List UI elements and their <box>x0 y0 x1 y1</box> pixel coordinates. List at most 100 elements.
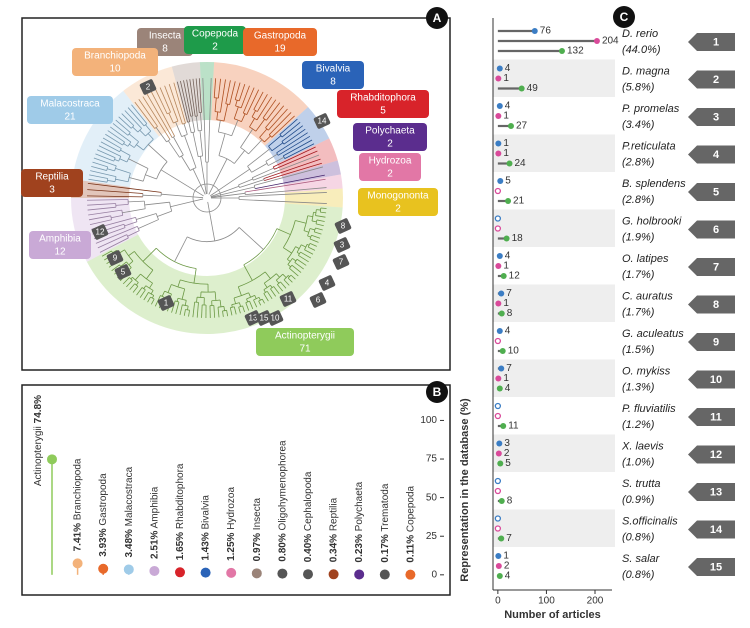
lollipop-dot <box>500 423 507 429</box>
branch <box>183 123 188 135</box>
species-share: (1.0%) <box>622 456 655 468</box>
tree-marker-label: 6 <box>316 296 321 305</box>
branch <box>242 305 245 313</box>
panel-badge <box>426 7 448 29</box>
rank-tag <box>688 183 735 201</box>
branch <box>139 129 146 137</box>
clade-sector <box>284 188 343 208</box>
branch <box>199 156 206 185</box>
branch <box>88 178 108 183</box>
branch <box>266 291 273 300</box>
branch <box>97 234 128 249</box>
branch <box>188 310 190 317</box>
branch <box>149 282 153 289</box>
branch <box>281 125 304 142</box>
branch <box>106 178 109 183</box>
category-label: 1.65% Rhabditophora <box>175 463 186 560</box>
clade-name: Branchiopoda <box>84 51 146 62</box>
branch <box>134 283 139 287</box>
branch <box>320 207 327 209</box>
species-share: (2.8%) <box>622 156 655 168</box>
value-label: 12 <box>509 271 521 282</box>
lollipop-dot <box>494 402 502 410</box>
species-name: S. salar <box>622 553 661 565</box>
branch <box>122 208 146 214</box>
branch <box>145 124 152 132</box>
clade-label-box <box>359 153 421 181</box>
branch <box>126 261 132 268</box>
branch <box>115 168 131 174</box>
branch <box>290 274 296 280</box>
branch <box>268 108 288 131</box>
category-name: Rhabditophora <box>175 463 186 529</box>
branch <box>279 134 283 138</box>
branch <box>176 298 179 302</box>
branch <box>276 132 308 154</box>
branch <box>253 91 264 110</box>
species-share: (1.2%) <box>622 419 655 431</box>
rank-tag <box>688 408 735 426</box>
value-label: 0.97% <box>251 533 262 561</box>
branch <box>277 135 311 156</box>
branch <box>180 80 191 122</box>
branch <box>207 201 210 212</box>
branch <box>245 302 250 311</box>
branch <box>231 304 233 308</box>
clade-label-box <box>353 123 427 151</box>
branch <box>219 299 222 307</box>
branch <box>128 251 135 257</box>
branch <box>238 83 246 102</box>
branch <box>281 141 285 145</box>
branch <box>284 143 315 159</box>
value-label: 1.25% <box>226 532 237 560</box>
branch <box>287 246 296 260</box>
value-label: 2 <box>504 561 510 572</box>
branch <box>196 297 198 303</box>
branch <box>314 231 322 235</box>
branch <box>181 155 191 171</box>
value-label: 7 <box>506 363 512 374</box>
branch <box>138 99 158 127</box>
branch <box>307 215 313 218</box>
tree-marker-label: 14 <box>318 117 327 126</box>
lollipop-dot <box>494 477 502 485</box>
category-label: 0.23% Polychaeta <box>354 481 365 562</box>
branch <box>127 141 132 147</box>
lollipop-dot <box>303 569 313 580</box>
clade-count: 2 <box>212 42 218 53</box>
lollipop-dot <box>496 440 503 447</box>
branch <box>132 286 139 293</box>
branch <box>177 297 187 301</box>
branch <box>112 123 129 136</box>
branch <box>213 305 216 318</box>
branch <box>167 284 172 293</box>
branch <box>144 201 170 206</box>
rank-label: 6 <box>713 224 719 236</box>
branch <box>93 157 117 167</box>
branch <box>276 228 291 235</box>
branch <box>179 154 184 158</box>
branch <box>139 289 146 298</box>
branch <box>134 101 156 129</box>
species-share: (1.5%) <box>622 344 655 356</box>
branch <box>244 178 326 193</box>
y-tick-label: 0 <box>431 569 437 580</box>
value-label: 3.93% <box>98 528 109 556</box>
branch <box>308 246 316 251</box>
species-share: (3.4%) <box>622 119 655 131</box>
branch <box>229 307 233 316</box>
branch <box>257 94 268 112</box>
value-label: 8 <box>507 496 513 507</box>
tree-marker <box>279 291 297 307</box>
branch <box>222 309 227 312</box>
panel-letter: C <box>620 10 629 24</box>
branch <box>159 87 171 113</box>
branch <box>233 106 239 119</box>
branch <box>220 192 246 197</box>
branch <box>118 116 132 129</box>
branch <box>170 200 194 208</box>
branch <box>296 251 300 255</box>
clade-sector <box>72 90 159 188</box>
tree-marker <box>91 224 109 240</box>
branch <box>119 148 122 152</box>
